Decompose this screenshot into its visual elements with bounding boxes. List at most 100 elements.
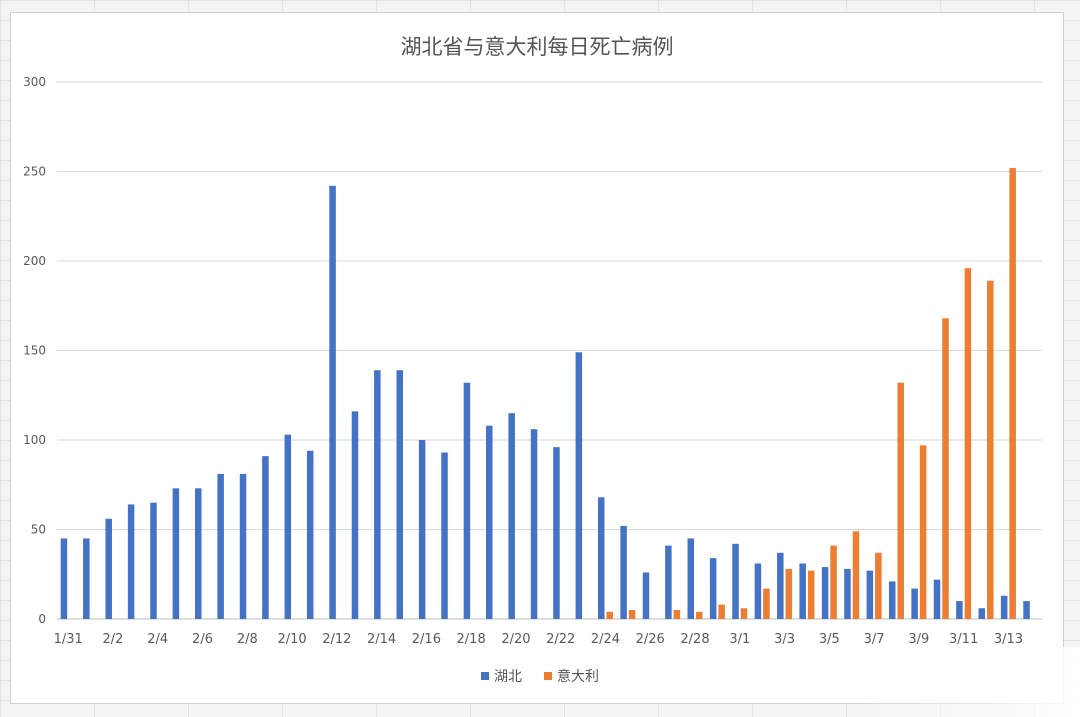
legend-item-hubei: 湖北 <box>481 666 522 686</box>
x-tick-label: 1/31 <box>54 632 83 647</box>
legend-swatch-italy <box>544 672 552 680</box>
x-tick-label: 2/8 <box>237 632 258 647</box>
bar-italy <box>964 268 972 619</box>
bar-hubei <box>105 518 112 619</box>
bar-italy <box>785 568 793 619</box>
x-tick-label: 2/20 <box>501 632 530 647</box>
bar-hubei <box>306 450 314 619</box>
bar-hubei <box>821 567 829 619</box>
bar-italy <box>1009 167 1016 620</box>
bar-hubei <box>844 568 851 619</box>
bar-hubei <box>665 545 672 619</box>
bar-italy <box>919 445 927 619</box>
x-tick-label: 2/28 <box>680 632 709 647</box>
bar-hubei <box>486 425 493 619</box>
bar-hubei <box>463 382 471 619</box>
bar-hubei <box>597 497 605 619</box>
legend-label-hubei: 湖北 <box>494 669 522 685</box>
y-tick-label: 50 <box>31 523 46 537</box>
bar-hubei <box>195 488 202 619</box>
bar-hubei <box>709 558 717 619</box>
bar-italy <box>852 531 860 619</box>
x-tick-label: 3/7 <box>864 632 885 647</box>
x-tick-label: 2/18 <box>457 632 486 647</box>
bar-hubei <box>418 440 426 619</box>
x-tick-label: 2/10 <box>277 632 306 647</box>
x-tick-label: 3/1 <box>729 632 750 647</box>
bar-hubei <box>911 588 918 619</box>
y-tick-label: 150 <box>23 344 46 358</box>
bar-italy <box>875 552 882 619</box>
x-tick-label: 3/5 <box>819 632 840 647</box>
chart-legend: 湖北 意大利 <box>0 666 1080 686</box>
bar-italy <box>807 570 815 619</box>
bar-hubei <box>508 413 515 619</box>
y-tick-label: 300 <box>23 75 46 89</box>
x-tick-label: 2/6 <box>192 632 213 647</box>
bar-italy <box>696 611 703 619</box>
bar-hubei <box>1000 595 1008 619</box>
bar-italy <box>628 610 636 619</box>
bar-hubei <box>396 370 403 619</box>
x-tick-label: 3/9 <box>908 632 929 647</box>
bar-hubei <box>888 581 896 619</box>
bar-hubei <box>262 456 269 619</box>
bar-hubei <box>441 452 448 619</box>
legend-item-italy: 意大利 <box>544 666 599 686</box>
bar-italy <box>763 588 770 619</box>
bar-hubei <box>351 411 359 619</box>
bar-hubei <box>620 525 627 619</box>
bar-hubei <box>217 474 224 619</box>
bar-hubei <box>732 543 739 619</box>
corner-fade <box>840 647 1080 717</box>
bar-italy <box>987 280 994 619</box>
bar-italy <box>606 611 613 619</box>
bar-hubei <box>83 538 90 619</box>
bar-hubei <box>329 185 336 619</box>
bar-hubei <box>553 447 560 619</box>
bar-hubei <box>642 572 650 619</box>
bar-italy <box>897 382 904 619</box>
bar-hubei <box>150 502 157 619</box>
bar-hubei <box>530 429 538 619</box>
bar-hubei <box>172 488 180 619</box>
x-tick-label: 2/26 <box>636 632 665 647</box>
y-tick-label: 200 <box>23 254 46 268</box>
x-tick-label: 2/14 <box>367 632 396 647</box>
legend-swatch-hubei <box>481 672 489 680</box>
chart-title: 湖北省与意大利每日死亡病例 <box>400 35 674 59</box>
bar-italy <box>740 608 748 619</box>
bar-hubei <box>284 434 292 619</box>
bar-hubei <box>127 504 135 619</box>
bar-hubei <box>956 601 963 619</box>
x-tick-label: 2/16 <box>412 632 441 647</box>
legend-label-italy: 意大利 <box>557 669 599 685</box>
bar-hubei <box>933 579 941 619</box>
x-tick-label: 2/24 <box>591 632 620 647</box>
bar-italy <box>673 610 681 619</box>
bar-hubei <box>575 352 583 619</box>
bar-hubei <box>239 474 247 619</box>
y-tick-label: 250 <box>23 165 46 179</box>
bar-hubei <box>374 370 381 619</box>
bar-italy <box>942 318 949 619</box>
bar-hubei <box>799 563 806 619</box>
bar-hubei <box>1023 601 1030 619</box>
y-tick-label: 100 <box>23 433 46 447</box>
bar-italy <box>718 604 725 619</box>
x-tick-label: 3/11 <box>949 632 978 647</box>
bar-hubei <box>777 552 784 619</box>
bar-hubei <box>978 608 986 619</box>
x-tick-label: 2/2 <box>103 632 124 647</box>
x-tick-label: 3/13 <box>994 632 1023 647</box>
bar-hubei <box>60 538 68 619</box>
bar-hubei <box>754 563 762 619</box>
x-tick-label: 3/3 <box>774 632 795 647</box>
x-tick-label: 2/22 <box>546 632 575 647</box>
x-tick-label: 2/12 <box>322 632 351 647</box>
x-tick-label: 2/4 <box>147 632 168 647</box>
bar-hubei <box>866 570 874 619</box>
y-tick-label: 0 <box>38 612 46 626</box>
bar-hubei <box>687 538 695 619</box>
